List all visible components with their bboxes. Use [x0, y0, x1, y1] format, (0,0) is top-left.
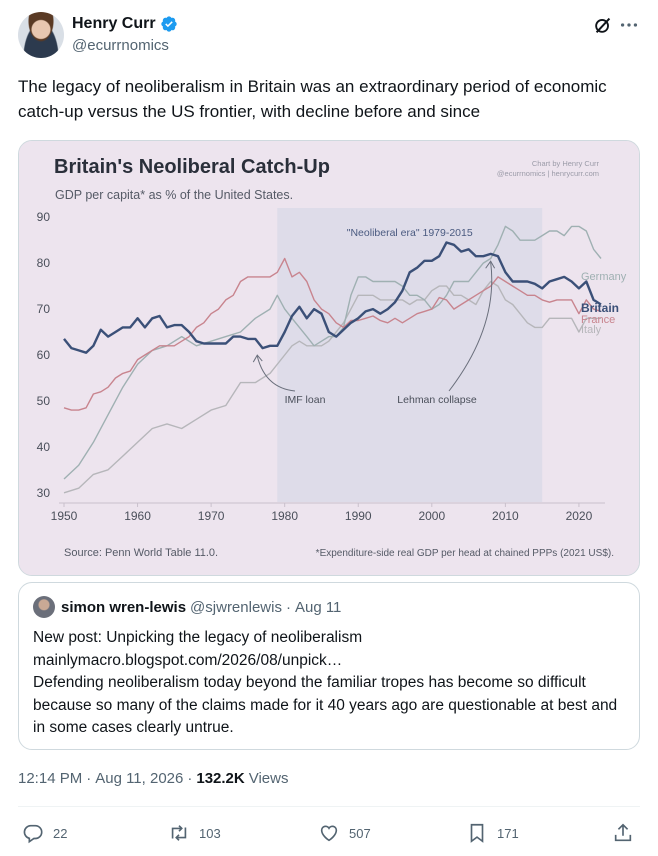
- chart-credit-line2: @ecurrnomics | henrycurr.com: [497, 169, 599, 178]
- x-tick-label: 1980: [271, 509, 298, 523]
- series-label-britain: Britain: [581, 301, 619, 315]
- reply-count: 22: [53, 825, 68, 841]
- annotation-imf-loan: IMF loan: [285, 394, 326, 406]
- author-handle[interactable]: @ecurrnomics: [72, 37, 169, 54]
- author-avatar[interactable]: [18, 12, 64, 58]
- series-label-germany: Germany: [581, 271, 627, 283]
- tweet-media-chart[interactable]: "Neoliberal era" 1979-2015 1950 1960 1970 1…: [18, 140, 640, 576]
- quote-author-handle[interactable]: @sjwrenlewis: [190, 599, 282, 616]
- series-label-italy: Italy: [581, 324, 602, 336]
- quote-author-avatar[interactable]: [33, 596, 55, 618]
- reply-button[interactable]: 22: [22, 822, 67, 844]
- x-tick-label: 2020: [566, 509, 593, 523]
- lehman-arrowhead: [485, 260, 496, 269]
- meta-separator-2: ·: [187, 770, 193, 787]
- share-button[interactable]: [612, 822, 634, 844]
- quote-header: simon wren-lewis @sjwrenlewis · Aug 11: [61, 599, 341, 616]
- neoliberal-era-shading: [277, 208, 543, 502]
- tweet-date[interactable]: Aug 11, 2026: [95, 770, 184, 787]
- divider: [18, 806, 640, 807]
- like-button[interactable]: 507: [318, 822, 371, 844]
- action-bar: 22 103 507 171: [22, 822, 636, 848]
- meta-separator: ·: [86, 770, 92, 787]
- tweet-meta-row: 12:14 PM · Aug 11, 2026 · 132.2K Views: [18, 770, 288, 787]
- quote-body-text: Defending neoliberalism today beyond the…: [33, 674, 618, 736]
- quote-separator: ·: [285, 599, 291, 616]
- more-icon[interactable]: [618, 14, 640, 36]
- neoliberal-era-label: "Neoliberal era" 1979-2015: [347, 227, 473, 239]
- tweet-text: The legacy of neoliberalism in Britain w…: [18, 77, 607, 121]
- x-tick-label: 1960: [124, 509, 151, 523]
- series-line-france: [63, 257, 602, 411]
- y-tick-label: 80: [37, 256, 51, 270]
- chart-credit-line1: Chart by Henry Curr: [532, 159, 600, 168]
- retweet-button[interactable]: 103: [168, 822, 221, 844]
- y-tick-label: 50: [37, 394, 51, 408]
- x-tick-label: 1990: [345, 509, 372, 523]
- like-count: 507: [349, 825, 371, 841]
- chart-source: Source: Penn World Table 11.0.: [64, 547, 218, 559]
- retweet-count: 103: [199, 825, 221, 841]
- quote-tweet-card[interactable]: simon wren-lewis @sjwrenlewis · Aug 11 N…: [18, 582, 640, 750]
- share-icon: [614, 823, 632, 842]
- annotation-lehman-collapse: Lehman collapse: [397, 394, 477, 406]
- chart-subtitle: GDP per capita* as % of the United State…: [55, 188, 293, 202]
- quote-body: New post: Unpicking the legacy of neolib…: [33, 627, 633, 740]
- author-display-name[interactable]: Henry Curr: [72, 15, 156, 32]
- series-line-germany: [63, 225, 602, 480]
- author-name-row: Henry Curr: [72, 15, 178, 33]
- verified-badge-icon: [160, 16, 177, 32]
- y-tick-label: 70: [37, 302, 51, 316]
- x-tick-label: 1970: [198, 509, 225, 523]
- x-tick-label: 2000: [418, 509, 445, 523]
- y-tick-label: 40: [37, 440, 51, 454]
- views-count: 132.2K: [196, 770, 245, 787]
- chart-footnote: *Expenditure-side real GDP per head at c…: [316, 548, 614, 559]
- quote-link[interactable]: mainlymacro.blogspot.com/2026/08/unpick…: [33, 651, 343, 669]
- tweet-time[interactable]: 12:14 PM: [18, 770, 83, 787]
- views-label: Views: [248, 770, 289, 787]
- quote-date[interactable]: Aug 11: [294, 599, 342, 616]
- imf-loan-arrowhead: [252, 354, 263, 363]
- y-tick-label: 30: [37, 486, 51, 500]
- y-tick-label: 60: [37, 348, 51, 362]
- bookmark-count: 171: [497, 825, 519, 841]
- lehman-arrow: [448, 262, 493, 392]
- x-tick-label: 2010: [492, 509, 519, 523]
- chart-title: Britain's Neoliberal Catch-Up: [54, 156, 330, 178]
- like-icon: [320, 825, 338, 842]
- quote-author-name[interactable]: simon wren-lewis: [61, 599, 187, 616]
- chart-svg: "Neoliberal era" 1979-2015 1950 1960 1970 1…: [19, 141, 639, 575]
- bookmark-button[interactable]: 171: [466, 822, 519, 844]
- bookmark-icon: [470, 823, 484, 843]
- y-tick-label: 90: [37, 210, 51, 224]
- quote-line1: New post: Unpicking the legacy of neolib…: [33, 629, 363, 646]
- grok-icon[interactable]: [592, 14, 614, 36]
- x-tick-label: 1950: [51, 509, 78, 523]
- tweet-header: Henry Curr @ecurrnomics: [18, 12, 640, 58]
- imf-loan-arrow: [256, 355, 296, 392]
- series-label-france: France: [581, 314, 615, 326]
- retweet-icon: [171, 825, 187, 841]
- series-line-italy: [63, 280, 601, 494]
- reply-icon: [23, 824, 43, 844]
- series-line-britain: [63, 241, 602, 354]
